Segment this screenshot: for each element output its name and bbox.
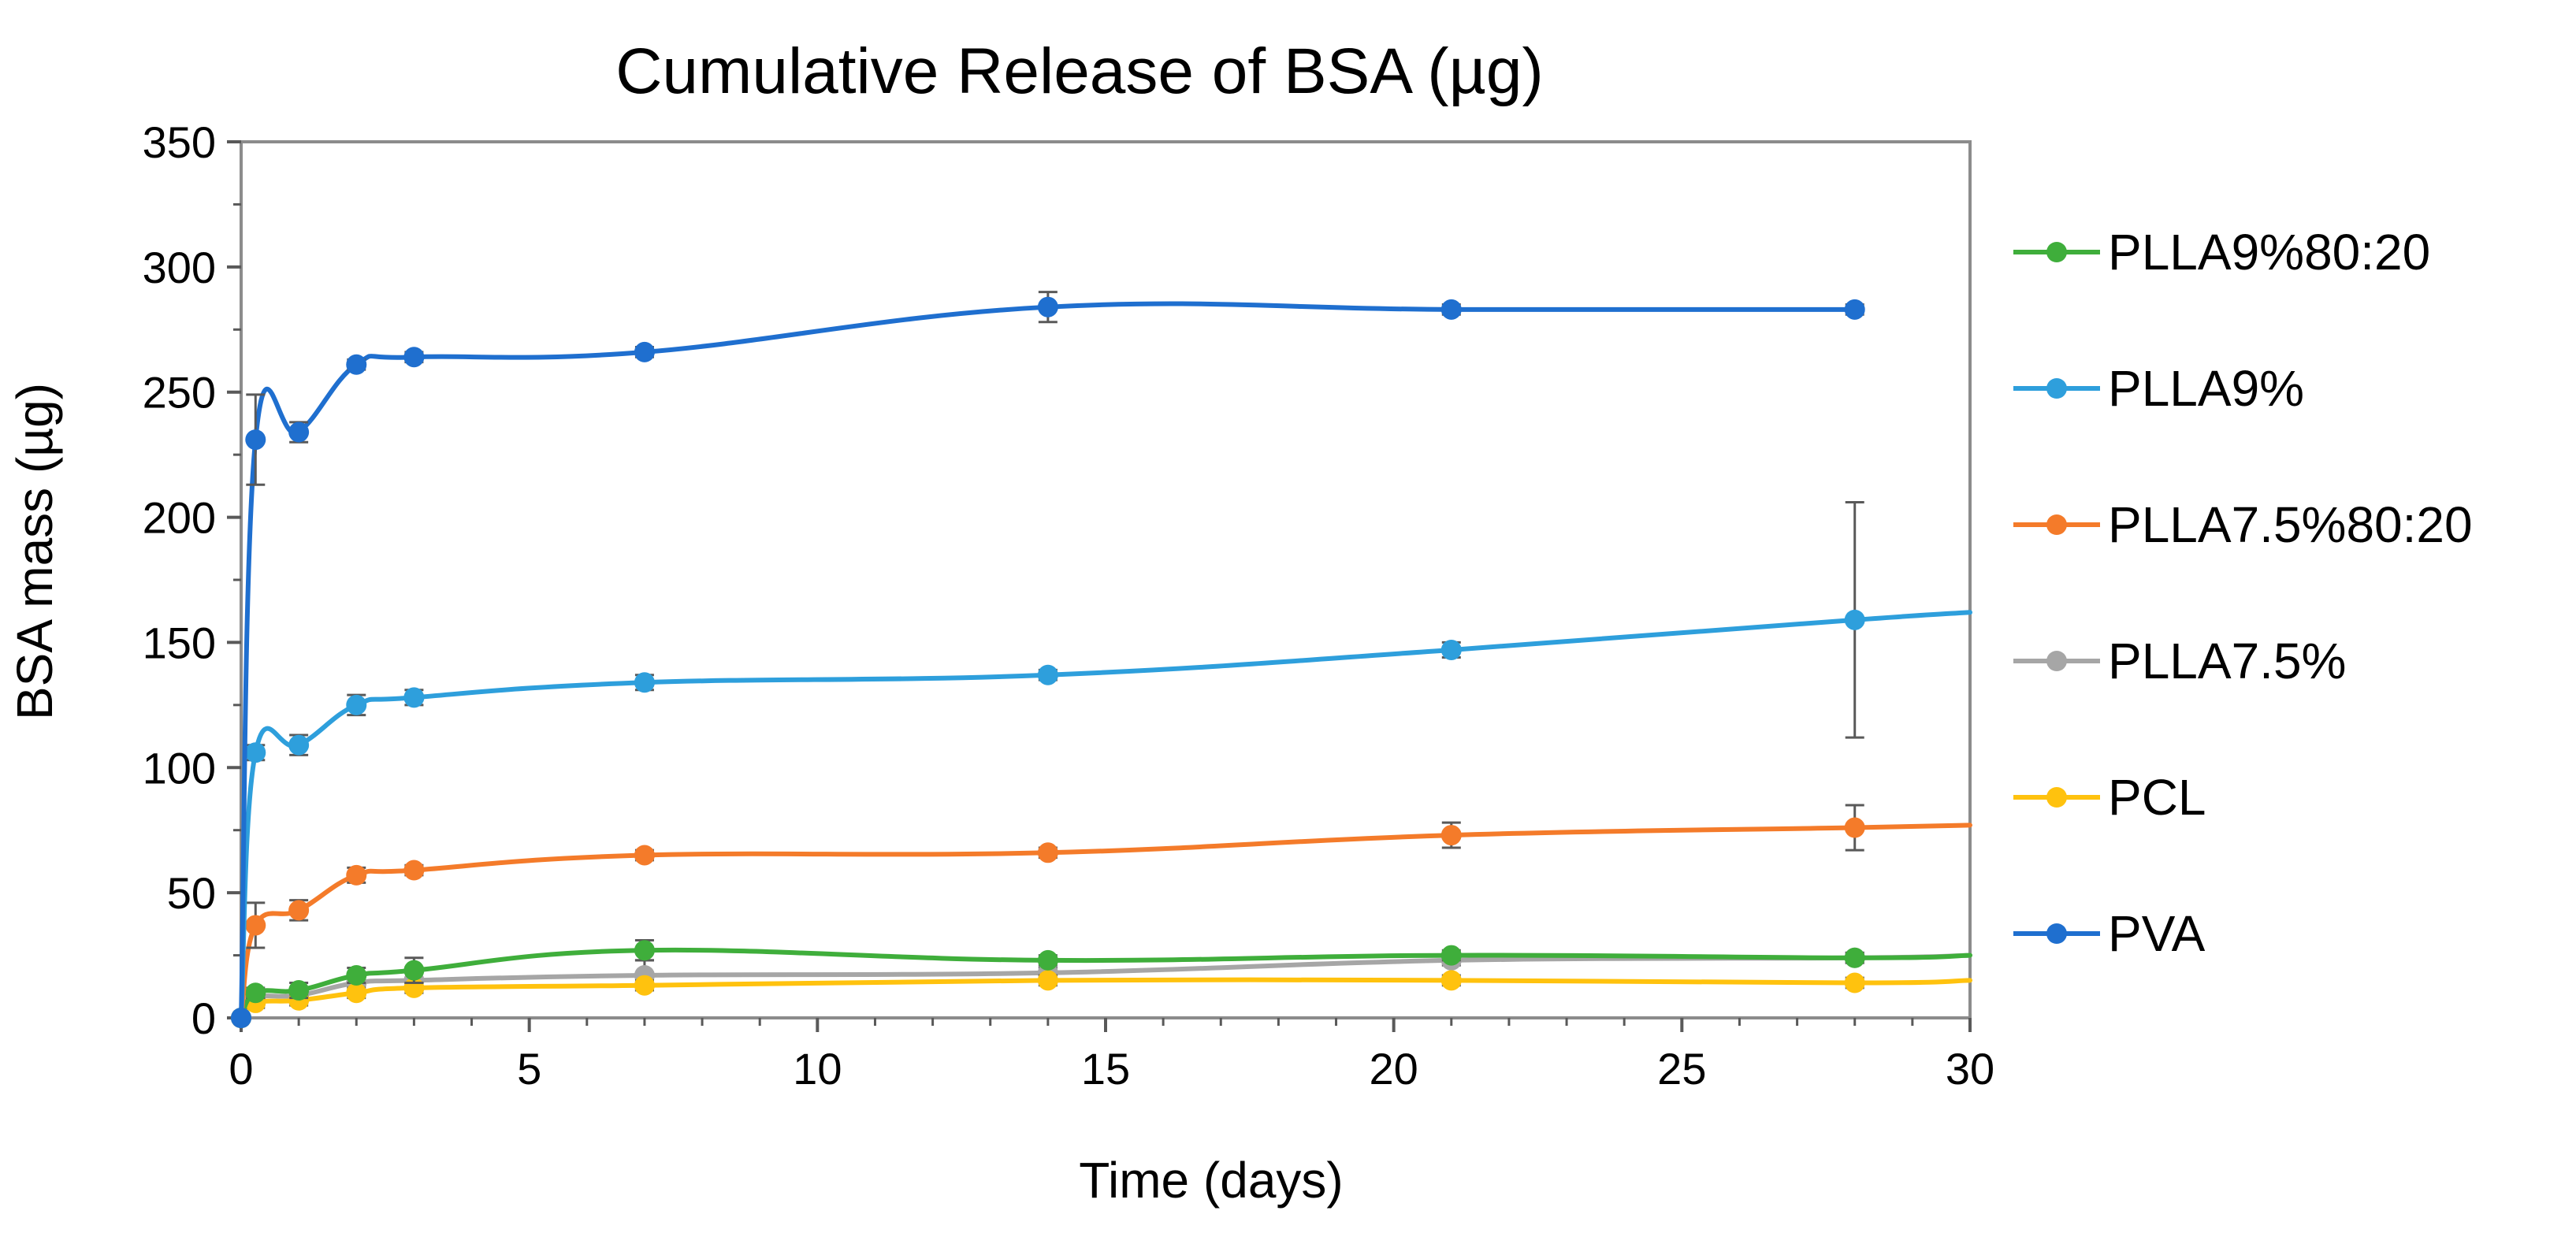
data-point — [245, 742, 266, 763]
x-tick-label: 0 — [229, 1044, 253, 1094]
chart-title: Cumulative Release of BSA (µg) — [615, 35, 1544, 107]
x-tick-label: 10 — [793, 1044, 842, 1094]
data-point — [346, 982, 367, 1004]
axes: 0 50 100 150 200 250 300 350 0 5 10 15 20 25 30 — [143, 117, 1995, 1094]
legend-label: PVA — [2108, 905, 2206, 962]
legend-item: PVA — [2013, 905, 2206, 962]
data-point — [403, 960, 425, 981]
data-point — [634, 672, 655, 693]
data-point — [1844, 299, 1865, 320]
y-tick-label: 0 — [191, 993, 216, 1043]
data-point — [245, 429, 266, 451]
legend-marker — [2046, 514, 2067, 535]
legend-item: PCL — [2013, 769, 2206, 826]
data-point — [245, 982, 266, 1004]
legend-label: PLLA9% — [2108, 360, 2304, 417]
legend-marker — [2046, 378, 2067, 399]
legend-item: PLLA7.5%80:20 — [2013, 496, 2473, 553]
x-tick-label: 5 — [517, 1044, 541, 1094]
y-tick-label: 350 — [143, 117, 216, 167]
legend-marker — [2046, 242, 2067, 262]
x-tick-label: 20 — [1370, 1044, 1418, 1094]
series-PVA — [231, 291, 1865, 1028]
data-point — [1440, 299, 1462, 320]
legend-label: PLLA9%80:20 — [2108, 224, 2430, 280]
data-point — [231, 1008, 251, 1028]
data-point — [346, 694, 367, 715]
data-point — [1037, 296, 1058, 317]
data-point — [403, 687, 425, 708]
data-point — [1440, 945, 1462, 966]
plot-frame — [240, 140, 1972, 1019]
legend: PLLA9%80:20 PLLA9% PLLA7.5%80:20 PLLA7.5% PC… — [2013, 224, 2473, 962]
y-tick-label: 250 — [143, 368, 216, 418]
data-point — [346, 354, 367, 375]
series-line — [239, 610, 1972, 1020]
legend-item: PLLA9% — [2013, 360, 2304, 417]
data-point — [634, 341, 655, 362]
data-point — [634, 975, 655, 996]
data-point — [1844, 972, 1865, 993]
data-point — [1440, 970, 1462, 991]
data-point — [1037, 842, 1058, 863]
x-tick-label: 25 — [1657, 1044, 1706, 1094]
legend-marker — [2046, 923, 2067, 944]
data-point — [1844, 947, 1865, 968]
data-point — [1844, 817, 1865, 838]
legend-marker — [2046, 787, 2067, 808]
data-point — [288, 421, 310, 443]
data-point — [1440, 825, 1462, 846]
x-axis-title: Time (days) — [1079, 1152, 1343, 1209]
legend-item: PLLA7.5% — [2013, 633, 2346, 689]
y-tick-label: 150 — [143, 618, 216, 667]
data-point — [288, 980, 310, 1001]
series-line — [239, 301, 1857, 1020]
legend-marker — [2046, 651, 2067, 671]
y-tick-label: 300 — [143, 243, 216, 292]
y-tick-label: 100 — [143, 743, 216, 793]
data-point — [245, 915, 266, 936]
x-tick-label: 15 — [1081, 1044, 1130, 1094]
data-point — [288, 734, 310, 756]
data-point — [346, 964, 367, 986]
y-tick-label: 50 — [167, 868, 216, 918]
data-point — [1440, 639, 1462, 660]
series-PLLA7.5%80:20 — [231, 804, 1972, 1028]
data-point — [403, 347, 425, 368]
series-line — [239, 977, 1972, 1020]
legend-item: PLLA9%80:20 — [2013, 224, 2430, 280]
data-point — [634, 845, 655, 866]
data-point — [1037, 970, 1058, 991]
y-tick-label: 200 — [143, 493, 216, 543]
legend-label: PLLA7.5%80:20 — [2108, 496, 2473, 553]
data-point — [634, 940, 655, 961]
data-point — [403, 860, 425, 881]
x-tick-label: 30 — [1946, 1044, 1994, 1094]
legend-label: PLLA7.5% — [2108, 633, 2346, 689]
series-line — [239, 947, 1972, 1020]
data-point — [1844, 609, 1865, 630]
y-axis-title: BSA mass (µg) — [6, 383, 63, 720]
data-point — [1037, 949, 1058, 971]
series-layer — [231, 291, 1972, 1028]
series-PCL — [231, 970, 1972, 1028]
series-PLLA9% — [231, 501, 1972, 1028]
data-point — [288, 900, 310, 921]
data-point — [1037, 664, 1058, 685]
legend-label: PCL — [2108, 769, 2206, 826]
data-point — [346, 864, 367, 886]
